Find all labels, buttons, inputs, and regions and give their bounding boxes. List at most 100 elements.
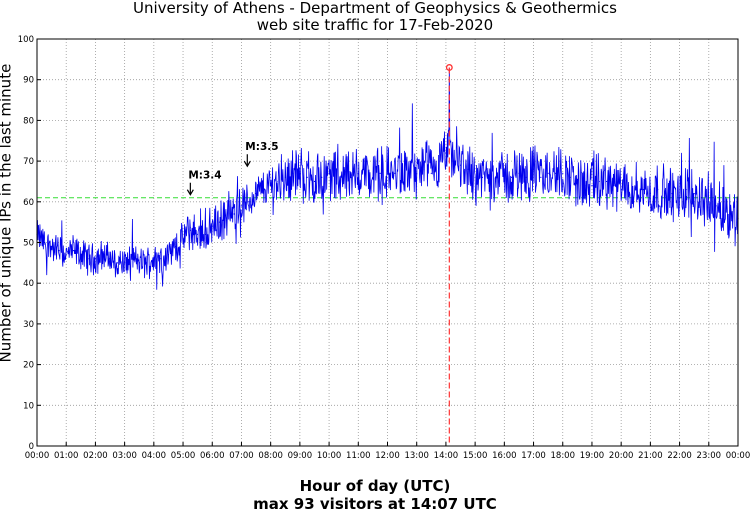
series-point (459, 164, 462, 166)
series-point (540, 176, 542, 178)
series-point (730, 213, 732, 215)
y-tick-label: 10 (23, 401, 34, 411)
x-tick-label: 04:00 (142, 451, 167, 461)
y-tick-label: 50 (23, 239, 34, 249)
series-point (80, 254, 82, 256)
x-tick-label: 17:00 (521, 451, 546, 461)
series-point (58, 250, 60, 252)
x-tick-label: 08:00 (258, 451, 283, 461)
tick-label-group: 00:00 01:00 02:00 03:00 04:00 05:00 06:00 07:00… (18, 35, 750, 461)
series-point (291, 172, 294, 174)
y-axis-label: Number of unique IPs in the last minute (0, 63, 15, 363)
series-point (671, 193, 673, 195)
y-tick-label: 60 (23, 198, 34, 208)
series-point (299, 172, 301, 174)
annotation-label: M:3.5 (245, 141, 278, 153)
x-tick-label: 13:00 (404, 451, 429, 461)
series-point (715, 205, 717, 207)
x-tick-label: 09:00 (288, 451, 313, 461)
series-point (438, 168, 440, 170)
series-point (511, 176, 513, 178)
series-point (335, 176, 337, 178)
series-point (277, 180, 279, 183)
series-point (51, 245, 53, 248)
series-point (532, 168, 535, 170)
series-point (642, 188, 644, 191)
series-point (386, 172, 389, 174)
series-point (233, 213, 235, 215)
series-point (138, 262, 140, 264)
series-point (657, 188, 659, 191)
x-tick-label: 22:00 (667, 451, 692, 461)
series-point (693, 193, 695, 195)
series-point (489, 176, 491, 178)
series-point (584, 184, 586, 187)
y-tick-label: 80 (23, 116, 34, 126)
series-point (372, 176, 374, 178)
series-point (328, 172, 330, 174)
series-point (598, 180, 600, 183)
x-tick-label: 11:00 (346, 451, 371, 461)
annotation-group: M:3.4 M:3.5 (186, 141, 279, 196)
series-point (635, 188, 637, 191)
series-point (109, 258, 111, 260)
series-point (255, 193, 257, 195)
series-point (240, 205, 243, 207)
series-point (394, 172, 396, 174)
series-point (284, 176, 286, 178)
series-point (116, 262, 118, 264)
series-point (700, 197, 703, 199)
series-point (525, 176, 527, 178)
series-point (350, 176, 352, 178)
series-point (576, 180, 578, 183)
series-point (102, 254, 104, 256)
max-visitors-caption: max 93 visitors at 14:07 UTC (253, 495, 497, 513)
x-tick-label: 03:00 (112, 451, 137, 461)
series-point (496, 172, 498, 174)
series-point (145, 262, 148, 264)
series-point (248, 201, 250, 203)
series-point (518, 172, 520, 174)
series-point (708, 201, 710, 203)
series-point (175, 245, 177, 248)
series-point (613, 184, 615, 187)
series-point (649, 193, 651, 195)
series-point (343, 172, 345, 174)
series-point (503, 176, 505, 178)
series-point (72, 250, 75, 252)
y-tick-label: 0 (29, 442, 34, 452)
series-point (562, 172, 564, 174)
x-tick-label: 07:00 (229, 451, 254, 461)
x-tick-label: 02:00 (83, 451, 108, 461)
series-point (124, 262, 126, 264)
x-axis-label: Hour of day (UTC) (299, 477, 451, 495)
series-point (401, 172, 403, 174)
series-point (605, 180, 608, 183)
series-point (554, 172, 557, 174)
series-point (722, 209, 724, 211)
x-tick-label: 18:00 (551, 451, 576, 461)
y-tick-label: 70 (23, 157, 34, 167)
series-point (160, 258, 162, 260)
series-point (306, 176, 308, 178)
series-point (686, 188, 688, 191)
series-point (357, 172, 359, 174)
x-tick-label: 12:00 (375, 451, 400, 461)
series-point (167, 254, 170, 256)
series-point (94, 258, 97, 260)
series-point (262, 188, 264, 191)
series-point (211, 225, 213, 227)
x-tick-label: 21:00 (638, 451, 663, 461)
x-tick-label: 00:00 (726, 451, 750, 461)
series-point (467, 168, 469, 170)
y-tick-label: 20 (23, 361, 34, 371)
series-point (313, 180, 316, 183)
series-point (153, 258, 155, 260)
chart-title-line-1: University of Athens - Department of Geo… (133, 0, 617, 17)
chart-title-line-2: web site traffic for 17-Feb-2020 (256, 16, 494, 34)
x-tick-label: 15:00 (463, 451, 488, 461)
x-tick-label: 00:00 (25, 451, 50, 461)
series-point (664, 193, 666, 195)
series-point (547, 172, 549, 174)
